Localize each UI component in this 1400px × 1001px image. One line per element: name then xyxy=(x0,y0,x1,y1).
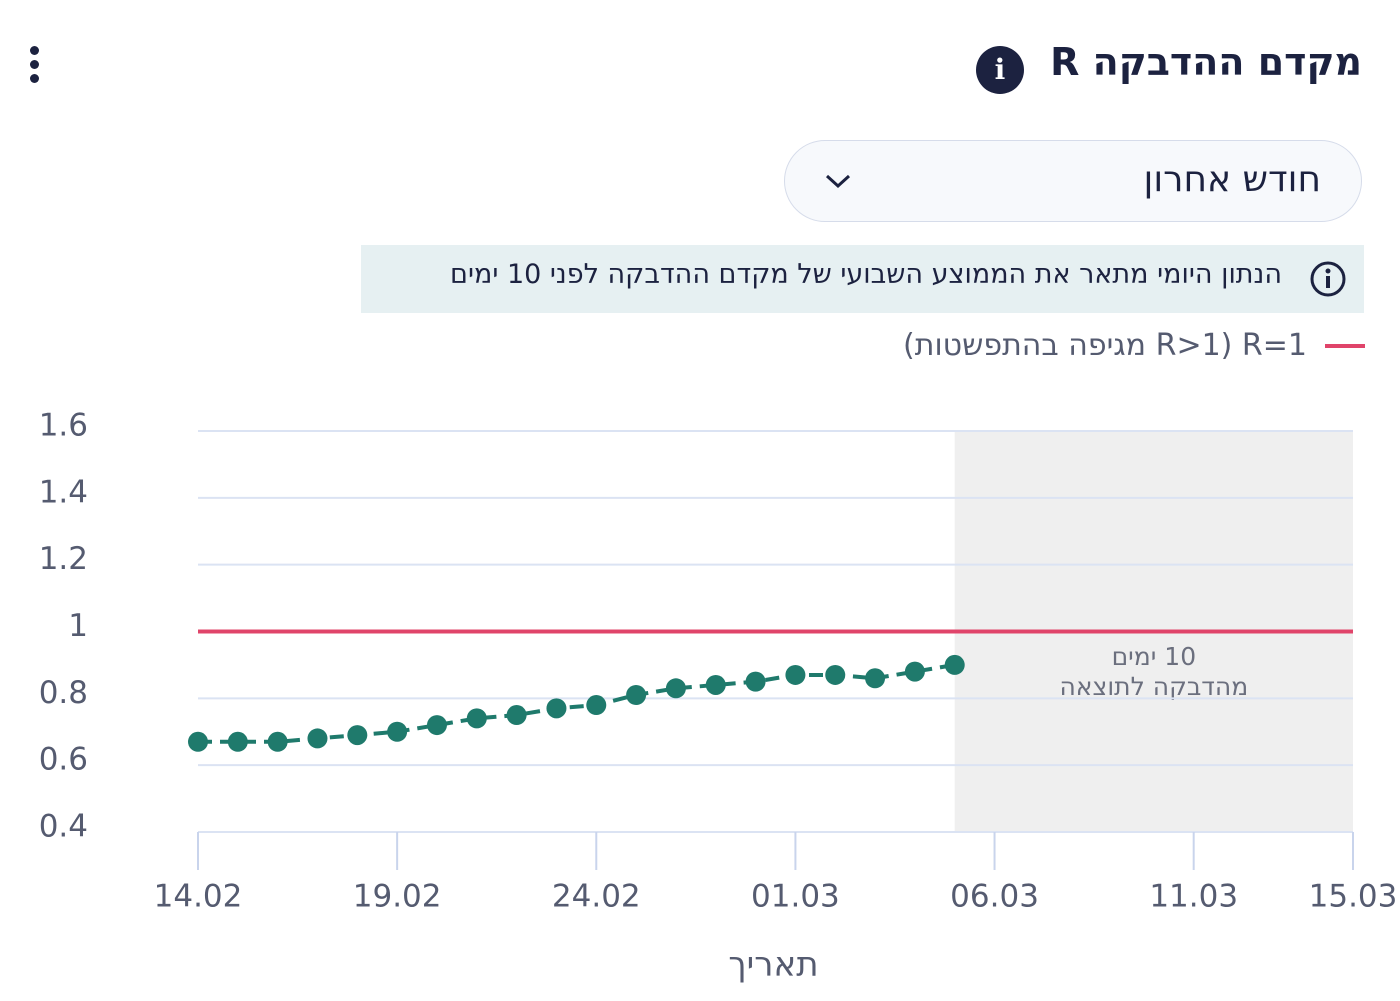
y-tick-label: 0.4 xyxy=(39,809,88,845)
period-dropdown[interactable]: חודש אחרון xyxy=(784,140,1362,222)
data-point xyxy=(865,668,886,689)
data-point xyxy=(626,684,647,705)
x-tick-label: 01.03 xyxy=(751,879,840,915)
y-tick-label: 0.8 xyxy=(39,675,88,711)
data-point xyxy=(188,731,208,752)
y-tick-label: 1 xyxy=(68,608,88,644)
data-point xyxy=(586,695,607,716)
y-tick-label: 1.2 xyxy=(39,541,88,577)
data-point xyxy=(506,705,527,726)
data-point xyxy=(387,721,408,742)
x-tick-label: 06.03 xyxy=(950,879,1039,915)
x-tick-label: 11.03 xyxy=(1149,879,1238,915)
note-icon xyxy=(1310,261,1346,297)
data-point xyxy=(307,728,328,749)
menu-button[interactable] xyxy=(30,46,42,88)
note-text: הנתון היומי מתאר את הממוצע השבועי של מקד… xyxy=(450,259,1282,290)
data-point xyxy=(825,664,846,685)
data-point xyxy=(705,674,726,695)
data-point xyxy=(944,654,965,675)
x-tick-label: 14.02 xyxy=(154,879,243,915)
data-point xyxy=(665,678,686,699)
y-tick-label: 0.6 xyxy=(39,742,88,778)
data-point xyxy=(745,671,766,692)
legend-swatch xyxy=(1325,343,1365,348)
x-tick-label: 24.02 xyxy=(552,879,641,915)
title: מקדם ההדבקה R xyxy=(1050,40,1362,84)
data-point xyxy=(227,731,248,752)
data-point xyxy=(347,725,368,746)
legend-text: R=1 (R>1 מגיפה בהתפשטות) xyxy=(903,328,1307,363)
data-point xyxy=(426,715,447,736)
info-note: הנתון היומי מתאר את הממוצע השבועי של מקד… xyxy=(361,245,1364,313)
data-point xyxy=(466,708,487,729)
region-label: מהדבקה לתוצאה xyxy=(1059,672,1248,701)
dropdown-arrow xyxy=(825,174,851,189)
x-axis-title: תאריך xyxy=(728,945,818,985)
forecast-region xyxy=(954,431,1353,832)
data-point xyxy=(785,664,806,685)
series-line xyxy=(198,662,956,744)
data-point xyxy=(267,731,288,752)
dropdown-text: חודש אחרון xyxy=(1143,159,1321,200)
x-tick-label: 15.03 xyxy=(1309,879,1398,915)
y-tick-label: 1.4 xyxy=(39,474,88,510)
info-icon[interactable]: i xyxy=(976,46,1024,94)
data-point xyxy=(904,661,925,682)
data-point xyxy=(546,698,567,719)
y-tick-label: 1.6 xyxy=(39,408,88,444)
region-label: 10 ימים xyxy=(1112,642,1197,671)
x-tick-label: 19.02 xyxy=(353,879,442,915)
legend: R=1 (R>1 מגיפה בהתפשטות) xyxy=(903,328,1365,363)
